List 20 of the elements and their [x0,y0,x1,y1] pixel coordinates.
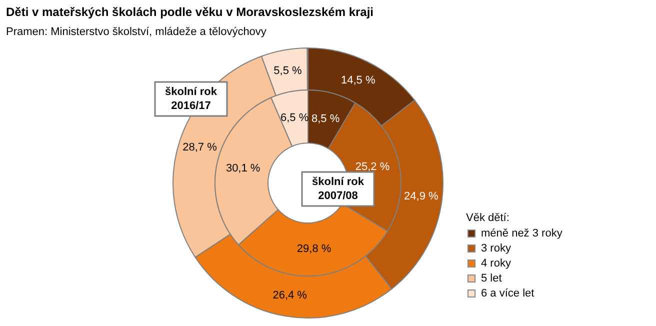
legend-label: 3 roky [481,242,512,254]
data-label: 8,5 % [311,112,340,125]
legend-label: 5 let [481,272,502,284]
legend-label: 6 a více let [481,288,534,300]
data-label: 6,5 % [280,112,309,124]
data-label: 24,9 % [404,190,439,203]
legend-label: méně než 3 roky [481,228,563,240]
chart-title: Děti v mateřských školách podle věku v Moravskoslezském kraji [6,5,374,19]
data-label: 29,8 % [296,243,332,256]
data-label: 28,7 % [182,141,218,154]
data-label: 30,1 % [226,162,260,175]
data-label: 14,5 % [340,74,376,87]
legend-label: 4 roky [481,258,512,270]
slice-label: školní rok 2016/17 [165,86,218,112]
data-label: 26,4 % [272,290,308,302]
chart-subtitle: Pramen: Ministerstvo školství, mládeže a tělovýchovy [6,26,267,38]
slice-label: školní rok 2007/08 [312,176,365,202]
legend-title: Věk dětí: [466,212,510,224]
data-label: 5,5 % [274,64,302,77]
data-label: 25,2 % [355,160,390,173]
